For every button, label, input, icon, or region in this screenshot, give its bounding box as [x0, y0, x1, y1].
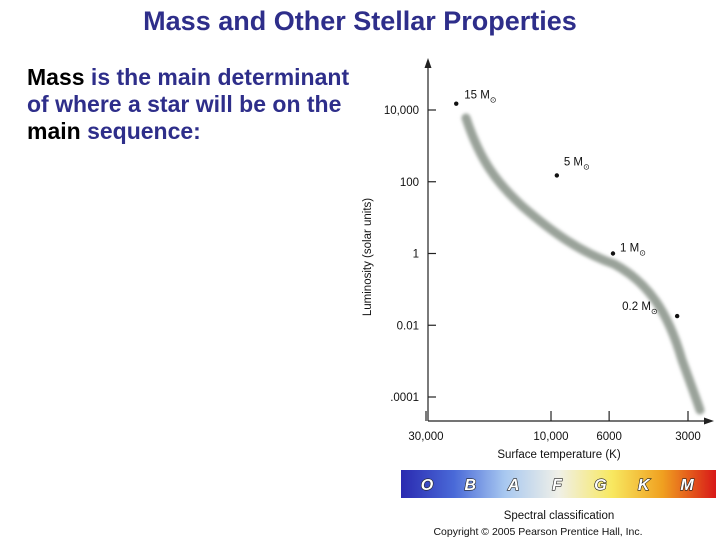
x-tick-label: 6000 [596, 431, 622, 443]
spectral-class-letter: B [465, 477, 477, 494]
body-segment-determinant: is the main determinant of where a star … [27, 64, 350, 117]
spectral-class-letter: O [421, 477, 434, 494]
mass-value: 0.2 M [622, 301, 651, 313]
mass-value: 5 M [564, 156, 583, 168]
x-tick-label: 10,000 [533, 431, 568, 443]
spectral-class-letter: K [638, 477, 651, 494]
mass-marker-dot [674, 313, 680, 319]
body-segment-mass: Mass [27, 64, 85, 90]
y-tick-label: .0001 [390, 392, 419, 404]
mass-marker-dot [454, 101, 459, 106]
solar-mass-symbol: ⊙ [639, 249, 646, 258]
mass-markers: 15 M⊙5 M⊙1 M⊙0.2 M⊙ [454, 90, 680, 319]
spectral-class-letter: M [680, 477, 694, 494]
spectral-class-letter: F [552, 477, 563, 494]
x-axis-label: Surface temperature (K) [497, 449, 621, 461]
x-ticks: 30,000 10,000 6000 3000 [408, 411, 701, 443]
mass-marker-dot [610, 251, 616, 256]
main-sequence-band [461, 113, 705, 415]
slide-title: Mass and Other Stellar Properties [143, 6, 577, 36]
x-axis-arrow [704, 417, 714, 425]
y-tick-label: 10,000 [384, 105, 419, 117]
spectral-class-letter: G [594, 477, 606, 494]
mass-marker-label: 1 M⊙ [620, 243, 646, 258]
y-ticks: 10,000 100 1 0.01 .0001 [384, 105, 436, 404]
hr-diagram: 10,000 100 1 0.01 .0001 30,000 10,000 6000 3000… [362, 58, 716, 538]
y-axis-label: Luminosity (solar units) [362, 198, 374, 316]
y-tick-label: 100 [400, 177, 419, 189]
copyright-notice: Copyright © 2005 Pearson Prentice Hall, … [433, 526, 642, 538]
body-segment-main: main [27, 118, 81, 144]
mass-marker-label: 5 M⊙ [564, 156, 590, 171]
solar-mass-symbol: ⊙ [490, 96, 497, 105]
solar-mass-symbol: ⊙ [583, 162, 590, 171]
mass-value: 1 M [620, 243, 639, 255]
mass-marker-label: 0.2 M⊙ [622, 301, 657, 316]
mass-marker-dot [554, 173, 560, 178]
x-tick-label: 30,000 [408, 431, 443, 443]
solar-mass-symbol: ⊙ [651, 307, 658, 316]
spectral-class-letter: A [507, 477, 520, 494]
y-axis-arrow [424, 58, 432, 68]
x-tick-label: 3000 [675, 431, 701, 443]
y-tick-label: 0.01 [397, 320, 419, 332]
mass-value: 15 M [464, 90, 490, 102]
body-segment-sequence: sequence: [80, 118, 201, 144]
body-text: Mass is the main determinant of where a … [27, 64, 357, 145]
spectral-bar [401, 470, 716, 498]
spectral-classification-label: Spectral classification [504, 510, 615, 522]
mass-marker-label: 15 M⊙ [464, 90, 496, 105]
y-tick-label: 1 [413, 249, 419, 261]
